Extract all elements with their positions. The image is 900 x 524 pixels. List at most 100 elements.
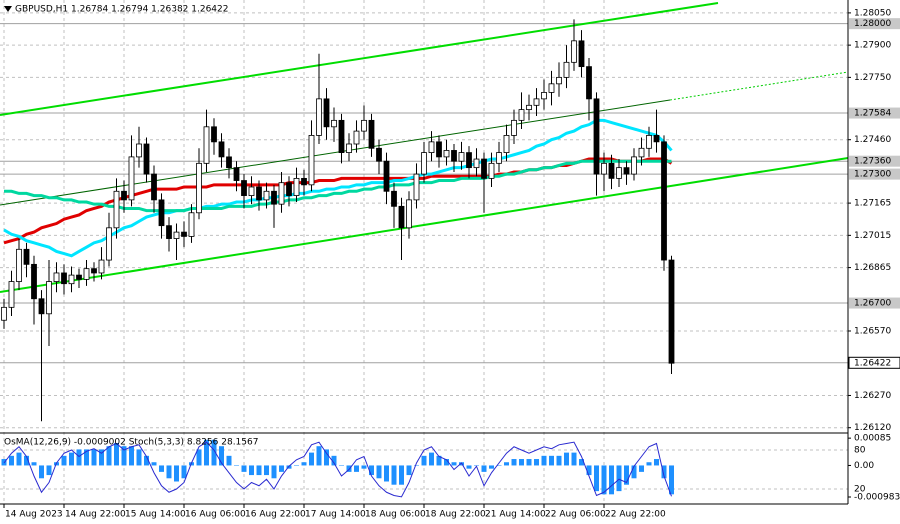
osma-bar <box>121 446 127 466</box>
osma-bar <box>481 465 487 472</box>
osma-bar <box>496 465 502 466</box>
candle-body <box>548 83 555 93</box>
candle-body <box>91 268 97 274</box>
candle-body <box>271 190 277 205</box>
candle-body <box>376 147 382 162</box>
candle-body <box>511 119 517 136</box>
candle-body <box>361 119 367 132</box>
chart-title: GBPUSD,H1 1.26784 1.26794 1.26382 1.2642… <box>15 5 228 15</box>
candle-body <box>226 156 232 169</box>
candle-body <box>541 92 547 100</box>
candle-body <box>263 190 270 201</box>
osma-bar <box>444 459 449 466</box>
level-box <box>849 18 900 30</box>
grid-layer <box>0 0 848 504</box>
candle-body <box>181 231 187 237</box>
osma-bar <box>61 455 67 466</box>
candle-body <box>503 135 510 153</box>
osma-bar <box>264 465 269 476</box>
osma-bar <box>144 455 149 466</box>
candle-body <box>458 152 465 162</box>
candle-body <box>661 141 667 261</box>
osma-bar <box>519 459 524 466</box>
candle-body <box>346 143 352 153</box>
candle-body <box>353 130 360 145</box>
candle-body <box>406 199 412 229</box>
osma-bar <box>151 462 157 466</box>
osma-bar <box>69 452 74 466</box>
osma-bar <box>84 449 89 466</box>
osma-bar <box>339 465 344 466</box>
osma-bar <box>639 465 644 472</box>
oscillator-title: OsMA(12,26,9) -0.0009002 Stoch(5,3,3) 8.… <box>4 438 258 448</box>
y-tick-label: 0.00085 <box>854 434 891 444</box>
candle-body <box>233 167 240 181</box>
candle-body <box>256 186 262 201</box>
x-tick-label: 15 Aug 14:00 <box>125 510 186 520</box>
candle-body <box>143 143 150 175</box>
x-tick-label: 16 Aug 22:00 <box>245 510 306 520</box>
candle-body <box>196 162 202 214</box>
osma-bar <box>301 462 307 466</box>
candle-body <box>436 141 442 158</box>
level-box <box>848 356 900 369</box>
candle-body <box>151 173 157 201</box>
osma-bar <box>429 452 434 466</box>
osma-bar <box>594 465 599 492</box>
x-tick-label: 14 Aug 2023 <box>5 510 63 520</box>
osma-bar <box>294 465 299 466</box>
level-label: 1.26700 <box>854 299 891 309</box>
osma-bar <box>586 465 592 476</box>
candle-body <box>23 248 30 265</box>
candle-body <box>136 143 142 158</box>
candle-body <box>106 227 112 261</box>
osma-bar <box>549 455 554 466</box>
candle-body <box>556 76 562 85</box>
level-box <box>849 107 900 119</box>
x-tick-label: 17 Aug 14:00 <box>305 510 366 520</box>
y-tick-label: 1.27460 <box>854 135 891 145</box>
candle-body <box>398 205 405 229</box>
osma-bar <box>406 465 412 476</box>
level-label: 1.27300 <box>854 170 891 180</box>
level-label: 1.28000 <box>854 19 891 29</box>
x-tick-label: 22 Aug 06:00 <box>545 510 606 520</box>
osma-bar <box>579 459 584 466</box>
y2-tick-label: 20 <box>854 485 866 495</box>
candle-body <box>331 119 337 128</box>
candle-body <box>601 162 607 175</box>
osma-bar <box>279 465 284 472</box>
osma-bar <box>309 452 314 466</box>
candle-body <box>31 263 37 300</box>
candle-body <box>121 190 127 201</box>
candle-body <box>68 274 75 285</box>
level-box <box>849 155 900 167</box>
osma-bar <box>76 449 82 466</box>
osma-bar <box>249 465 254 476</box>
level-label: 1.27584 <box>854 109 891 119</box>
osma-bar <box>31 462 37 466</box>
channel-upper <box>0 2 719 116</box>
osma-bar <box>436 455 442 466</box>
candle-body <box>301 177 307 186</box>
candle-body <box>38 298 45 315</box>
candle-body <box>481 158 487 179</box>
candle-body <box>166 225 172 239</box>
candle-body <box>98 259 105 274</box>
candle-body <box>638 147 645 158</box>
y-tick-label: 1.27165 <box>854 199 891 209</box>
candle-body <box>368 119 375 149</box>
osma-bar <box>376 465 382 479</box>
candle-body <box>608 162 615 179</box>
osma-bar <box>384 465 389 482</box>
osma-bar <box>219 446 224 466</box>
osma-bar <box>526 459 532 466</box>
level-box <box>849 297 900 309</box>
y-tick-label: 1.26270 <box>854 391 891 401</box>
y-tick-label: 0.00 <box>854 461 874 471</box>
y-tick-label: 1.26865 <box>854 263 891 273</box>
candle-body <box>443 150 450 158</box>
osma-bar <box>489 465 494 469</box>
osma-bar <box>196 449 202 466</box>
candle-body <box>646 135 652 149</box>
